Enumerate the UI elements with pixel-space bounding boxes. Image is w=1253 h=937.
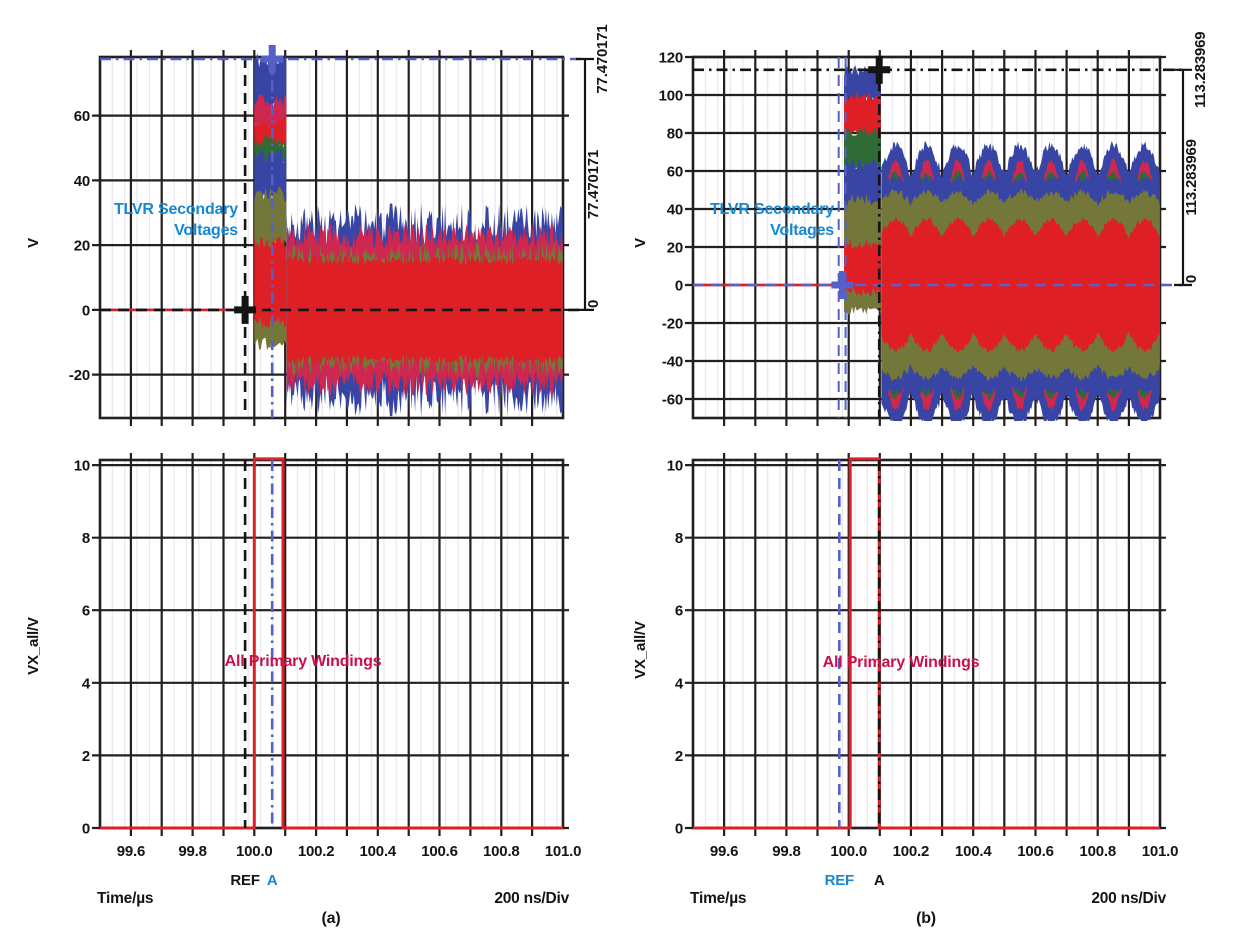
y-tick-label: -20 [69,367,90,384]
burst-layer [254,316,287,351]
y-tick-label: 40 [667,202,683,219]
cursor-a-label: A [267,872,278,889]
y-tick-label: 8 [675,530,683,547]
cursor-a-cross-marker [261,45,284,73]
cursor-a-label: A [874,872,885,889]
y-tick-label: 60 [667,164,683,181]
y-axis-label: VX_all/V [25,617,42,675]
measurement-delta-value: 113.283969 [1183,139,1200,215]
x-tick-label: 101.0 [1142,843,1179,860]
cursor-ref-label: REF [825,872,854,889]
x-tick-label: 101.0 [545,843,582,860]
measurement-zero-value: 0 [585,300,602,308]
y-tick-label: 10 [74,458,90,475]
secondary-voltages-annotation: Voltages [174,222,238,239]
y-tick-label: 0 [675,821,683,838]
x-axis-label: Time/µs [97,890,153,907]
y-tick-label: 2 [82,748,90,765]
y-tick-label: 20 [74,238,90,255]
y-tick-label: 4 [675,675,684,692]
chart-b-top: 113.283969 113.283969 0 -60 -40 -20 0 20 40 60 80 1… [632,32,1209,426]
plot-frame [691,458,1162,830]
burst-layer [844,192,881,264]
y-tick-label: 6 [82,603,90,620]
primary-windings-trace [100,457,563,830]
y-tick-label: 100 [659,88,683,105]
x-tick-label: 100.2 [893,843,930,860]
x-tick-label: 100.6 [421,843,458,860]
measurement-peak-value: 113.283969 [1192,32,1209,108]
burst-layer [844,65,881,107]
chart-b-bottom: 0 2 4 6 8 10 VX_all/V All Primary Windings 99.6 9… [632,453,1178,927]
x-tick-label: 100.2 [298,843,335,860]
burst-layer [844,92,881,140]
x-tick-label: 100.8 [483,843,520,860]
y-tick-label: 60 [74,108,90,125]
cursor-a-cross-marker [868,55,891,84]
y-tick-label: 0 [675,278,683,295]
x-tick-label: 99.8 [772,843,800,860]
panel-caption: (a) [322,910,341,927]
plot-frame [98,55,565,420]
x-tick-label: 100.0 [830,843,867,860]
plot-frame [98,458,565,830]
y-tick-label: -60 [662,392,683,409]
cursor-ref-cross-marker [831,271,854,299]
timebase-label: 200 ns/Div [494,890,569,907]
y-tick-label: 6 [675,603,683,620]
y-axis-label: V [632,238,649,248]
y-tick-label: 0 [82,302,90,319]
x-tick-label: 100.4 [955,843,992,860]
measurement-zero-value: 0 [1183,275,1200,283]
measurement-bracket [1174,68,1192,287]
primary-windings-trace [693,457,1160,830]
y-tick-label: -20 [662,316,683,333]
primary-windings-annotation: All Primary Windings [823,654,980,671]
y-tick-label: 10 [667,458,683,475]
secondary-voltages-annotation: Voltages [770,222,834,239]
burst-layer [844,288,881,315]
y-tick-label: 20 [667,240,683,257]
y-tick-label: 4 [82,675,91,692]
secondary-voltages-annotation: TLVR Secondary [710,201,834,218]
panel-caption: (b) [916,910,936,927]
x-tick-label: 99.8 [178,843,206,860]
x-tick-label: 100.6 [1017,843,1054,860]
y-axis-label: V [25,238,42,248]
x-tick-label: 100.4 [360,843,397,860]
chart-a-top: 77.470171 77.470171 0 -20 0 20 40 60 V TLVR Secon… [25,24,611,426]
timebase-label: 200 ns/Div [1091,890,1166,907]
y-tick-label: 120 [659,50,683,67]
burst-layer [254,236,287,341]
measurement-bracket [576,57,594,311]
primary-windings-annotation: All Primary Windings [225,653,382,670]
x-tick-label: 100.8 [1079,843,1116,860]
cursor-ref-cross-marker [234,295,257,324]
y-tick-label: 0 [82,821,90,838]
y-tick-label: 40 [74,173,90,190]
secondary-voltages-annotation: TLVR Secondary [114,201,238,218]
y-tick-label: 2 [675,748,683,765]
y-tick-label: 8 [82,530,90,547]
x-tick-label: 99.6 [710,843,738,860]
y-tick-label: -40 [662,354,683,371]
waveform-secondary-voltages [100,53,563,417]
chart-a-bottom: 0 2 4 6 8 10 VX_all/V All Primary Windings 99.6 9… [25,453,581,927]
x-tick-label: 99.6 [117,843,145,860]
cursor-ref-label: REF [230,872,259,889]
burst-layer [254,186,287,253]
measurement-delta-value: 77.470171 [585,150,602,219]
measurement-peak-value: 77.470171 [594,24,611,93]
x-axis-label: Time/µs [690,890,746,907]
x-tick-label: 100.0 [236,843,273,860]
y-tick-label: 80 [667,126,683,143]
y-axis-label: VX_all/V [632,621,649,679]
